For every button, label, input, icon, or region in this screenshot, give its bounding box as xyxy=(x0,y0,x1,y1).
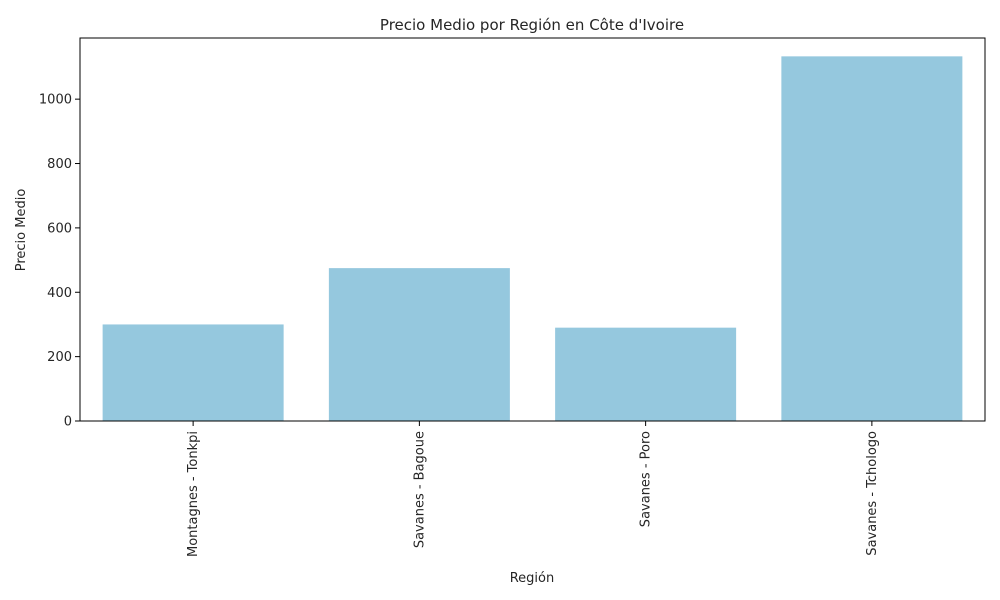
x-axis-label: Región xyxy=(510,571,555,586)
y-tick-label: 1000 xyxy=(39,93,72,108)
x-tick-label: Savanes - Tchologo xyxy=(865,431,880,556)
plot-frame xyxy=(79,37,986,422)
bars-group xyxy=(102,56,963,422)
y-tick-label: 600 xyxy=(47,221,72,236)
x-axis-ticks: Montagnes - Tonkpi Savanes - Bagoue Savane… xyxy=(186,421,880,557)
y-tick-label: 800 xyxy=(47,157,72,172)
bar-1 xyxy=(328,268,510,421)
y-axis-label: Precio Medio xyxy=(14,189,29,272)
x-tick-label: Savanes - Bagoue xyxy=(412,431,427,548)
x-tick-label: Montagnes - Tonkpi xyxy=(186,431,201,557)
x-tick-label: Savanes - Poro xyxy=(639,431,654,527)
y-tick-label: 400 xyxy=(47,286,72,301)
axes-frame xyxy=(79,37,986,422)
y-axis-ticks: 0 200 400 600 800 1000 xyxy=(39,93,80,430)
y-tick-label: 200 xyxy=(47,350,72,365)
chart-title: Precio Medio por Región en Côte d'Ivoire xyxy=(380,16,684,34)
bar-3 xyxy=(781,56,963,422)
bar-2 xyxy=(555,327,737,421)
y-tick-label: 0 xyxy=(64,415,72,430)
bar-0 xyxy=(102,324,284,421)
